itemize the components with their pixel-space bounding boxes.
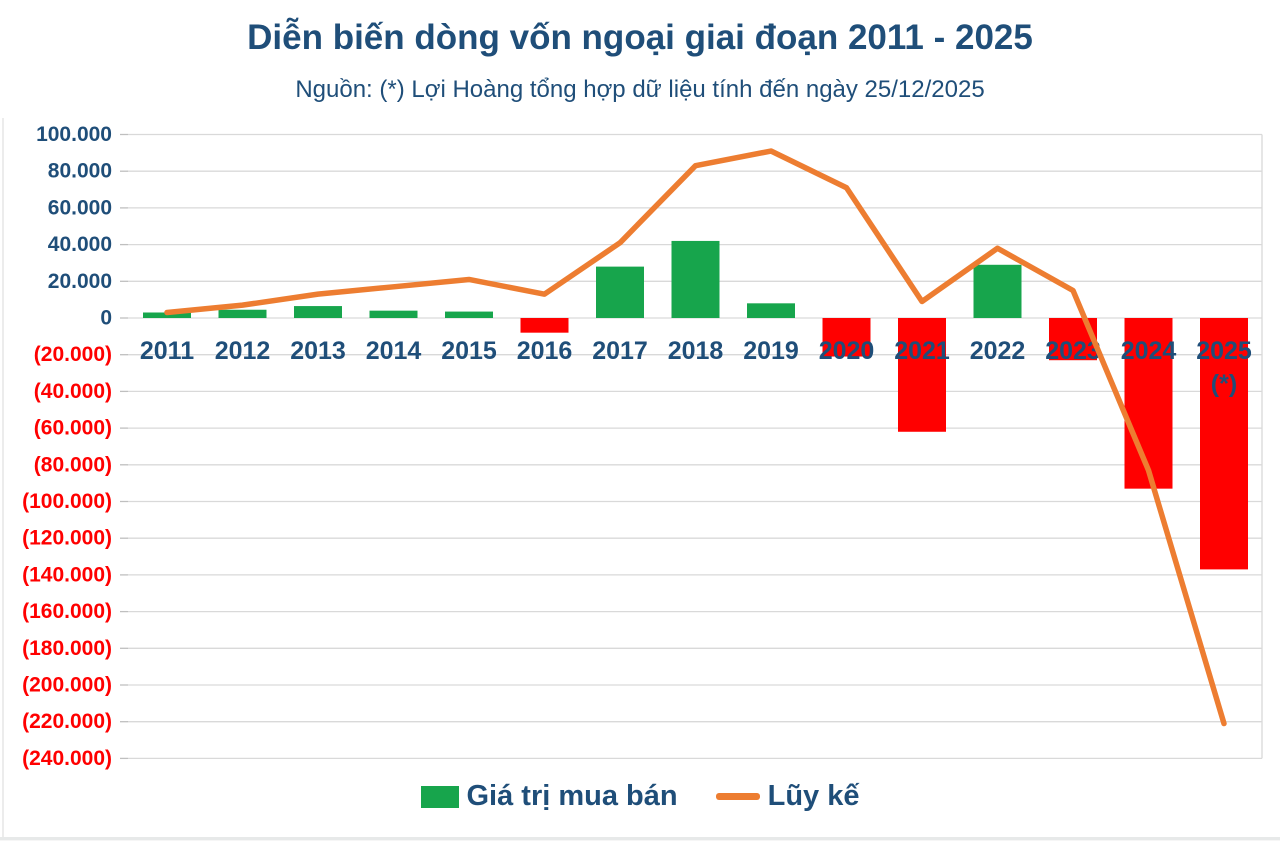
- bar-2018: [671, 240, 720, 318]
- y-tick-label: (20.000): [34, 343, 112, 366]
- x-tick-label: 2012: [215, 337, 271, 365]
- bar-2013: [294, 306, 342, 318]
- y-tick-label: (80.000): [34, 453, 112, 476]
- bar-series-label: Giá trị mua bán: [466, 780, 678, 812]
- chart-subtitle: Nguồn: (*) Lợi Hoàng tổng hợp dữ liệu tí…: [295, 76, 985, 103]
- x-tick-label: 2021: [894, 337, 950, 365]
- y-tick-label: (160.000): [22, 600, 112, 623]
- y-tick-label: (100.000): [22, 490, 112, 513]
- y-tick-label: 60.000: [48, 196, 112, 219]
- bar-2016: [520, 318, 569, 333]
- cumulative-line: [164, 148, 1227, 727]
- y-tick-label: (40.000): [34, 380, 112, 403]
- x-tick-label: 2015: [441, 337, 497, 365]
- y-tick-label: 0: [100, 307, 112, 330]
- y-tick-label: (120.000): [22, 527, 112, 550]
- line-series-swatch-icon: [715, 793, 760, 800]
- y-tick-label: 80.000: [48, 160, 112, 183]
- bar-2011: [143, 312, 191, 318]
- x-tick-label: 2018: [668, 337, 724, 365]
- bar-2017: [596, 266, 644, 318]
- y-tick-label: (140.000): [22, 563, 112, 586]
- x-tick-label: 2019: [743, 337, 799, 365]
- y-tick-label: 100.000: [36, 123, 112, 146]
- bar-2019: [747, 303, 795, 318]
- x-tick-label: 2011: [140, 337, 194, 365]
- chart-title: Diễn biến dòng vốn ngoại giai đoạn 2011 …: [247, 18, 1033, 57]
- y-tick-label: (220.000): [22, 710, 112, 733]
- x-tick-label: 2022: [970, 337, 1026, 365]
- chart-legend: Giá trị mua bán Lũy kế: [0, 780, 1280, 813]
- y-tick-label: (240.000): [22, 747, 112, 770]
- bar-2020: [822, 318, 871, 357]
- x-tick-label: 2016: [517, 337, 573, 365]
- legend-item-line: Lũy kế: [715, 780, 860, 813]
- bar-series-swatch-icon: [420, 785, 459, 808]
- bar-2012: [218, 309, 267, 318]
- panel-bottom-border: [0, 837, 1280, 841]
- bar-2015: [445, 311, 493, 318]
- bar-2021: [898, 318, 946, 432]
- y-tick-label: 20.000: [48, 270, 112, 293]
- x-tick-footnote: (*): [1211, 370, 1237, 398]
- x-tick-label: 2017: [592, 337, 648, 365]
- bar-2024: [1124, 318, 1173, 489]
- y-tick-label: 40.000: [48, 233, 112, 256]
- legend-item-bars: Giá trị mua bán: [420, 780, 678, 813]
- panel-left-border: [2, 118, 4, 840]
- y-tick-label: (180.000): [22, 637, 112, 660]
- bar-2025: [1200, 318, 1248, 570]
- x-tick-label: 2013: [290, 337, 346, 365]
- line-series-label: Lũy kế: [767, 780, 860, 812]
- x-tick-label: 2025: [1196, 337, 1252, 365]
- bar-2014: [369, 310, 418, 318]
- y-tick-label: (60.000): [34, 417, 112, 440]
- x-tick-label: 2024: [1121, 337, 1177, 365]
- x-tick-label: 2014: [366, 337, 422, 365]
- y-tick-label: (200.000): [22, 674, 112, 697]
- x-tick-label: 2020: [819, 337, 875, 365]
- bar-2022: [973, 264, 1022, 318]
